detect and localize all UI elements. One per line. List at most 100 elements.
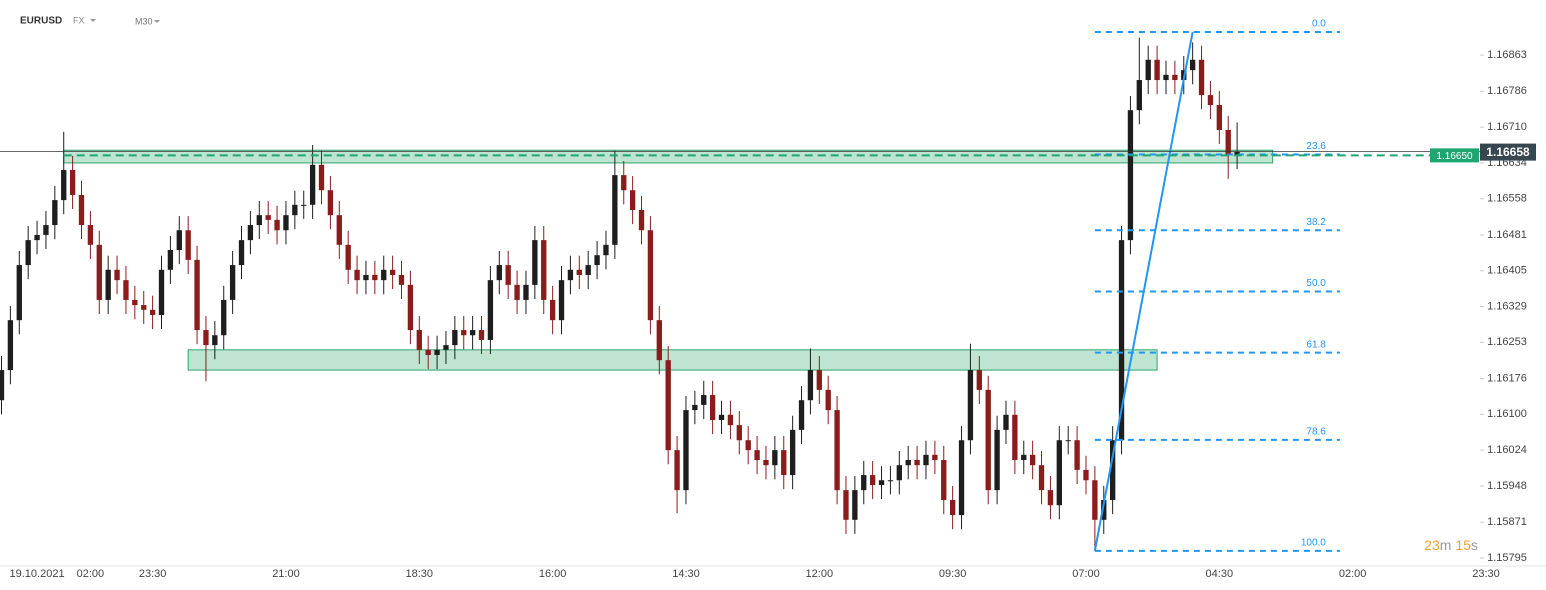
y-tick-label: 1.16100 [1487,408,1527,420]
candle-body [505,265,511,285]
candle-body [1145,59,1151,81]
candle-body [221,299,227,336]
candle-body [487,280,494,340]
candle-body [345,244,351,270]
candle-body [718,414,725,420]
candle-body [443,345,449,350]
candle-body [558,280,565,321]
timer-seconds-unit: s [1471,537,1478,553]
y-tick-label: 1.16481 [1487,229,1527,241]
candle-body [149,309,156,315]
candle-body [629,190,636,210]
x-tick-label: 09:30 [939,568,967,580]
candle-body [0,370,5,401]
candle-body [398,274,405,285]
candle-body [647,230,654,321]
y-tick-label: 1.16710 [1487,121,1527,133]
candle-body [25,240,31,266]
candle-body [1207,95,1214,105]
candle-body [683,410,689,491]
candle-body [1109,440,1116,501]
y-tick-label: 1.15795 [1487,552,1527,564]
x-tick-label: 23:30 [1472,568,1500,580]
x-tick-label: 04:30 [1206,568,1234,580]
x-tick-label: 12:00 [806,568,834,580]
candle-body [389,269,396,275]
candle-body [807,370,814,401]
candle-body [603,244,609,256]
x-tick-label: 02:00 [77,568,105,580]
fib-level-label: 50.0 [1306,278,1326,289]
candle-body [372,274,378,281]
candle-body [1225,129,1231,155]
y-tick-label: 1.15948 [1487,480,1527,492]
candle-body [309,164,316,205]
current-price-label: 1.16658 [1486,145,1530,159]
candle-body [541,240,547,300]
candle-body [745,440,751,451]
candle-body [949,500,956,516]
candle-body [1234,151,1240,155]
y-tick-label: 1.15871 [1487,516,1527,528]
candle-body [869,475,876,485]
candle-body [967,370,974,441]
candle-body [69,169,76,195]
x-tick-label: 19.10.2021 [10,568,65,580]
candle-body [87,225,94,245]
candle-body [1127,110,1134,241]
candle-body [283,215,289,231]
candle-body [238,240,245,266]
y-tick-label: 1.16405 [1487,265,1527,277]
candle-body [34,234,40,241]
y-tick-label: 1.16863 [1487,49,1527,61]
candle-body [256,215,262,226]
candle-body [994,429,1000,491]
market[interactable]: FX [73,15,85,25]
candle-body [132,299,138,306]
candle-body [701,395,707,405]
candle-body [105,269,111,300]
fib-level-label: 78.6 [1306,426,1326,437]
candle-body [905,460,911,466]
y-tick-label: 1.16176 [1487,372,1527,384]
candle-body [709,395,716,420]
candle-body [843,490,849,520]
symbol[interactable]: EURUSD [20,16,62,27]
candle-body [176,230,182,251]
fib-level-label: 0.0 [1312,19,1326,30]
candle-body [1092,480,1098,520]
candle-body [452,330,458,346]
x-tick-label: 18:30 [406,568,434,580]
candle-body [825,389,831,411]
candle-body [363,274,369,281]
timeframe[interactable]: M30 [135,16,153,26]
candle-body [1101,500,1107,520]
candle-body [612,175,618,245]
candle-body [923,454,929,466]
candle-body [416,330,422,350]
candle-body [621,175,627,191]
candle-body [852,490,858,520]
y-tick-label: 1.16024 [1487,444,1527,456]
candle-body [585,265,591,275]
timer-seconds: 15 [1455,537,1471,553]
candle-body [478,330,485,340]
caret[interactable] [154,20,160,23]
candle-body [292,204,298,216]
candle-body [772,450,778,466]
candle-body [158,269,165,315]
candle-body [932,454,938,461]
candle-body [461,330,467,336]
fib-level-label: 100.0 [1301,538,1326,549]
candle-body [194,259,200,331]
fib-level-label: 23.6 [1306,141,1326,152]
candle-body [141,305,147,310]
candle-body [425,349,431,356]
candle-body [1074,440,1080,470]
candle-body [532,240,538,285]
candle-body [1021,454,1027,461]
caret[interactable] [90,19,96,22]
candle-body [594,255,600,266]
candle-body [941,460,947,501]
